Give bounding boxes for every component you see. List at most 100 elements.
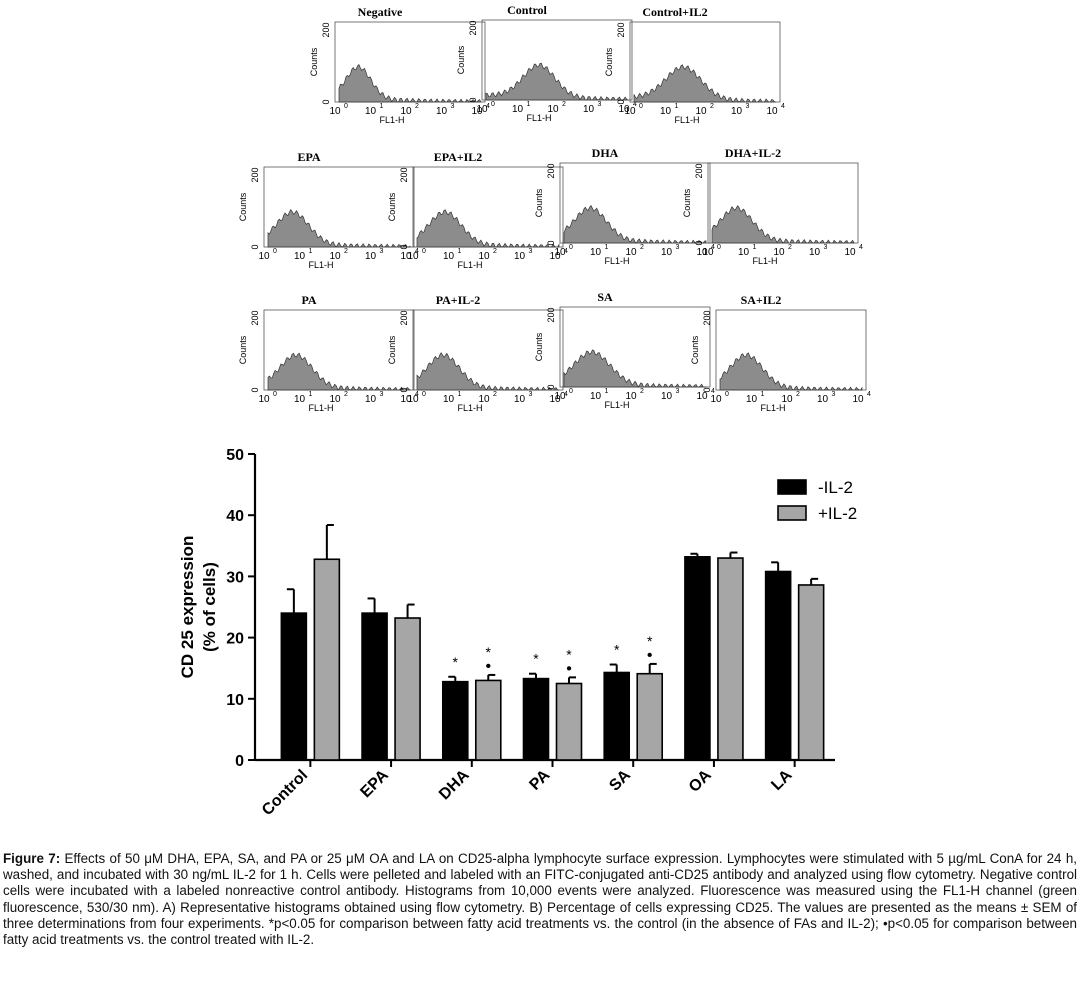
histogram-y-axis-label: Counts bbox=[309, 47, 319, 76]
histogram-title: EPA+IL2 bbox=[434, 150, 483, 164]
histogram-x-tick-exponent: 2 bbox=[710, 103, 714, 110]
histogram-distribution bbox=[711, 205, 855, 244]
histogram-y-min: 0 bbox=[546, 384, 556, 389]
histogram-x-tick-exponent: 1 bbox=[753, 244, 757, 251]
histogram-title: SA bbox=[597, 290, 613, 304]
bar bbox=[797, 584, 825, 761]
histogram-x-tick-label: 10 bbox=[618, 104, 630, 115]
legend-swatch bbox=[777, 505, 807, 521]
histogram-x-tick-exponent: 1 bbox=[309, 248, 313, 255]
histogram-y-axis-label: Counts bbox=[534, 332, 544, 361]
histogram-x-tick-exponent: 4 bbox=[867, 391, 871, 398]
significance-star: * bbox=[453, 654, 459, 670]
cd25-bar-chart: 0 10 20 30 40 50 CD 25 expression (% of cells) C… bbox=[178, 447, 857, 819]
histogram-x-tick-label: 10 bbox=[696, 391, 708, 402]
significance-dot: • bbox=[566, 660, 572, 677]
histogram-x-tick-exponent: 2 bbox=[640, 388, 644, 395]
histogram-x-tick-label: 10 bbox=[625, 391, 637, 402]
histogram-x-tick-label: 10 bbox=[400, 394, 412, 405]
histogram-x-tick-exponent: 2 bbox=[344, 248, 348, 255]
histogram-x-tick-exponent: 1 bbox=[675, 103, 679, 110]
histogram-x-tick-label: 10 bbox=[554, 247, 566, 258]
histogram-x-tick-label: 10 bbox=[329, 106, 341, 117]
histogram-x-tick-exponent: 3 bbox=[832, 391, 836, 398]
histogram-x-tick-label: 10 bbox=[547, 104, 559, 115]
histogram-x-tick-exponent: 3 bbox=[380, 248, 384, 255]
histogram-distribution bbox=[267, 209, 411, 248]
histogram-y-axis-label: Counts bbox=[238, 335, 248, 364]
histogram-x-tick-exponent: 0 bbox=[569, 388, 573, 395]
histogram-x-tick-label: 10 bbox=[549, 394, 561, 405]
y-tick-label: 20 bbox=[226, 631, 244, 648]
histogram-x-tick-label: 10 bbox=[817, 394, 829, 405]
histogram-y-axis-label: Counts bbox=[534, 188, 544, 217]
histogram-x-tick-exponent: 1 bbox=[309, 391, 313, 398]
histogram-x-tick-exponent: 0 bbox=[717, 244, 721, 251]
histogram-x-tick-exponent: 2 bbox=[415, 103, 419, 110]
legend-label: +IL-2 bbox=[818, 504, 857, 523]
histogram-x-tick-exponent: 1 bbox=[458, 248, 462, 255]
histogram-x-tick-exponent: 4 bbox=[415, 391, 419, 398]
histogram-x-tick-label: 10 bbox=[400, 106, 412, 117]
histogram-x-axis-label: FL1-H bbox=[604, 256, 629, 266]
histogram-x-tick-label: 10 bbox=[738, 247, 750, 258]
histogram-x-tick-label: 10 bbox=[746, 394, 758, 405]
histogram-distribution bbox=[719, 352, 863, 391]
histogram-x-tick-exponent: 1 bbox=[605, 244, 609, 251]
bar bbox=[684, 556, 711, 761]
histogram-title: DHA+IL-2 bbox=[725, 146, 781, 160]
histogram-x-axis-label: FL1-H bbox=[457, 403, 482, 413]
histogram-distribution bbox=[633, 64, 776, 103]
histogram-y-min: 0 bbox=[399, 387, 409, 392]
histogram-x-tick-exponent: 2 bbox=[796, 391, 800, 398]
significance-star: * bbox=[486, 644, 492, 660]
bar bbox=[555, 682, 583, 761]
histogram-x-tick-exponent: 2 bbox=[640, 244, 644, 251]
bar bbox=[717, 557, 744, 761]
significance-star: * bbox=[533, 651, 539, 667]
histogram-x-tick-exponent: 2 bbox=[493, 391, 497, 398]
histogram-x-axis-label: FL1-H bbox=[760, 403, 785, 413]
histogram-y-max: 200 bbox=[702, 310, 712, 325]
histogram-y-min: 0 bbox=[468, 97, 478, 102]
histogram-x-tick-exponent: 4 bbox=[486, 103, 490, 110]
bar bbox=[280, 612, 308, 761]
histogram-x-tick-label: 10 bbox=[731, 106, 743, 117]
histogram-x-tick-label: 10 bbox=[400, 251, 412, 262]
histogram-x-tick-exponent: 0 bbox=[569, 244, 573, 251]
histogram-x-tick-exponent: 3 bbox=[529, 248, 533, 255]
histogram-title: SA+IL2 bbox=[741, 293, 782, 307]
histogram-x-tick-label: 10 bbox=[590, 247, 602, 258]
histogram-x-tick-exponent: 4 bbox=[859, 244, 863, 251]
histogram-x-tick-exponent: 2 bbox=[344, 391, 348, 398]
histogram-x-tick-exponent: 3 bbox=[676, 388, 680, 395]
histogram-x-tick-label: 10 bbox=[365, 251, 377, 262]
figure-caption: Figure 7: Effects of 50 μM DHA, EPA, SA,… bbox=[3, 851, 1077, 948]
y-axis-subtitle: (% of cells) bbox=[200, 562, 219, 652]
y-tick-label: 10 bbox=[226, 692, 244, 709]
histogram-x-tick-exponent: 4 bbox=[564, 248, 568, 255]
histogram-x-tick-exponent: 3 bbox=[451, 103, 455, 110]
x-tick-label: EPA bbox=[357, 766, 392, 801]
histogram-y-max: 200 bbox=[468, 20, 478, 35]
y-axis-title: CD 25 expression bbox=[178, 536, 197, 679]
histogram-x-tick-label: 10 bbox=[661, 247, 673, 258]
histogram-y-axis-label: Counts bbox=[690, 335, 700, 364]
histogram-x-tick-label: 10 bbox=[478, 394, 490, 405]
histogram-x-tick-exponent: 4 bbox=[711, 388, 715, 395]
histogram-x-tick-exponent: 0 bbox=[422, 248, 426, 255]
histogram-x-tick-exponent: 1 bbox=[458, 391, 462, 398]
histogram-x-tick-label: 10 bbox=[512, 104, 524, 115]
histogram-x-tick-label: 10 bbox=[476, 104, 488, 115]
bar bbox=[603, 671, 631, 761]
histogram-x-axis-label: FL1-H bbox=[308, 403, 333, 413]
histogram-y-max: 200 bbox=[250, 167, 260, 182]
histogram-x-tick-label: 10 bbox=[407, 394, 419, 405]
y-tick-label: 50 bbox=[226, 447, 244, 464]
